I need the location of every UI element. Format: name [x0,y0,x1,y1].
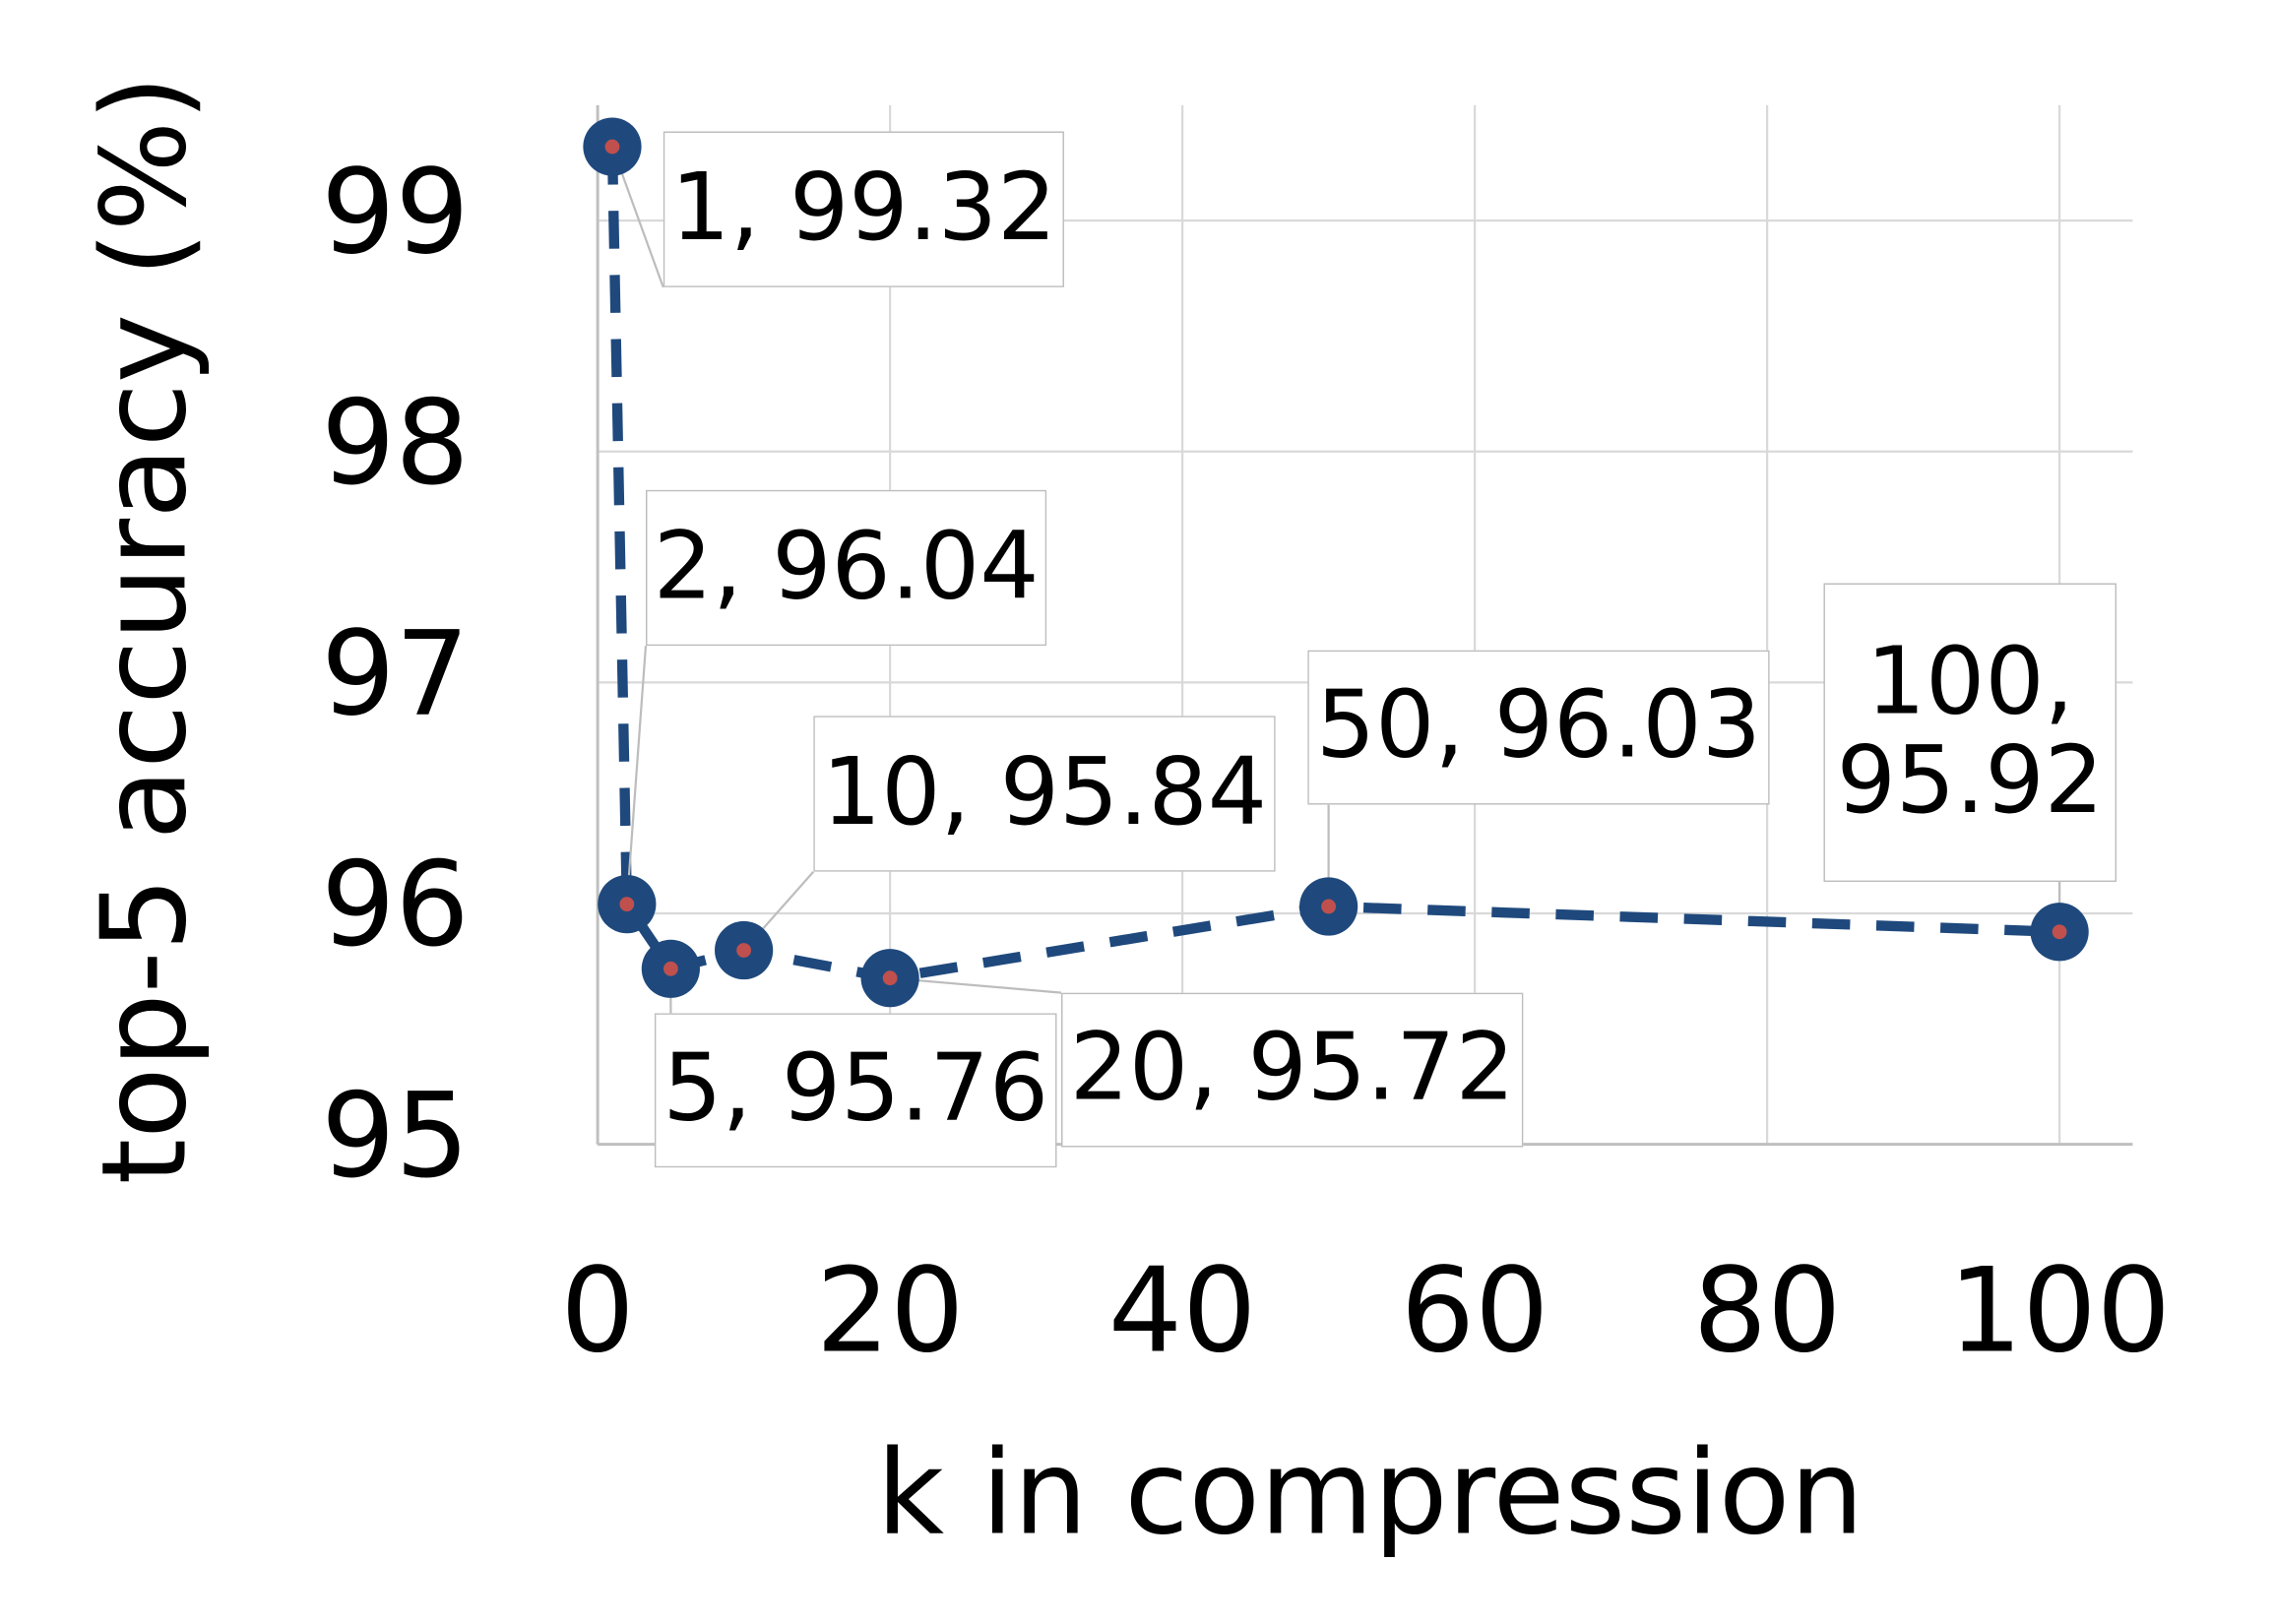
y-tick-label: 97 [321,606,470,742]
marker-center [2052,924,2067,940]
data-label: 10, 95.84 [813,716,1276,872]
data-label: 50, 96.03 [1307,650,1770,805]
data-label-box: 20, 95.72 [1061,992,1524,1148]
marker-center [882,970,898,986]
data-label-box: 10, 95.84 [813,716,1276,872]
y-tick-label: 96 [321,837,470,972]
y-axis-label: top-5 accuracy (%) [77,75,213,1184]
data-label: 100, 95.92 [1823,583,2117,883]
data-label-box: 1, 99.32 [663,131,1064,287]
y-tick-label: 98 [321,375,470,511]
marker-center [736,943,752,958]
data-label: 20, 95.72 [1061,992,1524,1148]
x-tick-label: 80 [1693,1243,1842,1379]
marker-center [604,139,620,155]
marker-center [1321,899,1337,914]
marker-center [619,897,635,912]
callout [625,646,648,905]
x-tick-label: 40 [1108,1243,1257,1379]
y-tick-label: 95 [321,1068,470,1204]
x-tick-label: 100 [1948,1243,2171,1379]
data-label-box: 2, 96.04 [645,489,1047,647]
data-label-box: 5, 95.76 [654,1013,1057,1168]
x-tick-label: 60 [1401,1243,1549,1379]
y-tick-label: 99 [321,144,470,280]
x-axis-label: k in compression [876,1425,1863,1561]
data-label-box: 50, 96.03 [1307,650,1770,805]
x-tick-label: 20 [816,1243,965,1379]
data-label: 5, 95.76 [654,1013,1057,1168]
data-label: 2, 96.04 [645,489,1047,647]
data-label-box: 100, 95.92 [1823,583,2117,883]
marker-center [663,961,678,976]
x-tick-label: 0 [560,1243,634,1379]
data-label: 1, 99.32 [663,131,1064,287]
